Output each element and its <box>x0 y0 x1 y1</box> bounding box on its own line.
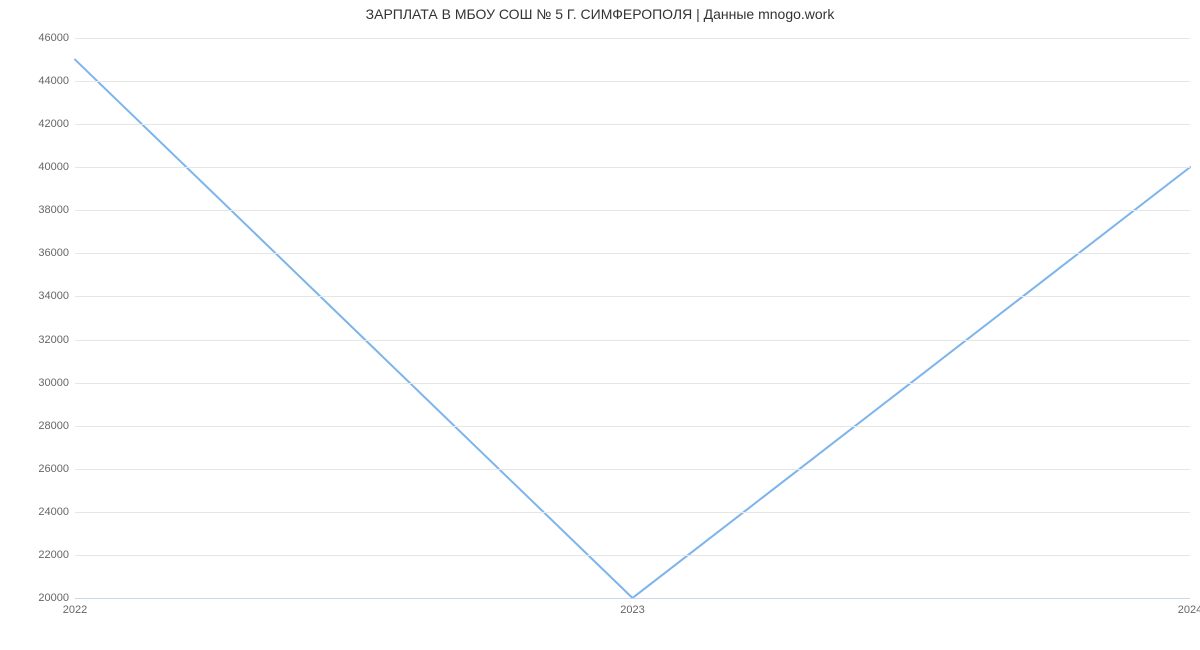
y-tick-label: 34000 <box>38 290 69 302</box>
plot-area: 2000022000240002600028000300003200034000… <box>75 38 1190 598</box>
y-gridline <box>75 512 1190 513</box>
x-tick-label: 2023 <box>620 604 644 616</box>
y-gridline <box>75 469 1190 470</box>
x-tick-label: 2024 <box>1178 604 1200 616</box>
y-gridline <box>75 555 1190 556</box>
y-tick-label: 30000 <box>38 377 69 389</box>
y-gridline <box>75 253 1190 254</box>
y-tick-label: 40000 <box>38 161 69 173</box>
y-tick-label: 42000 <box>38 118 69 130</box>
y-tick-label: 28000 <box>38 420 69 432</box>
y-gridline <box>75 340 1190 341</box>
y-tick-label: 26000 <box>38 463 69 475</box>
line-series-layer <box>75 38 1190 598</box>
y-gridline <box>75 383 1190 384</box>
salary-line-chart: ЗАРПЛАТА В МБОУ СОШ № 5 Г. СИМФЕРОПОЛЯ |… <box>0 0 1200 650</box>
chart-title: ЗАРПЛАТА В МБОУ СОШ № 5 Г. СИМФЕРОПОЛЯ |… <box>0 6 1200 22</box>
y-tick-label: 22000 <box>38 549 69 561</box>
y-gridline <box>75 167 1190 168</box>
y-tick-label: 32000 <box>38 334 69 346</box>
y-gridline <box>75 81 1190 82</box>
y-tick-label: 36000 <box>38 247 69 259</box>
y-gridline <box>75 426 1190 427</box>
y-gridline <box>75 296 1190 297</box>
y-tick-label: 20000 <box>38 592 69 604</box>
y-gridline <box>75 124 1190 125</box>
y-tick-label: 38000 <box>38 204 69 216</box>
line-series-salary <box>75 60 1190 598</box>
y-tick-label: 24000 <box>38 506 69 518</box>
x-axis-line <box>75 598 1190 599</box>
x-tick-label: 2022 <box>63 604 87 616</box>
y-gridline <box>75 210 1190 211</box>
y-tick-label: 46000 <box>38 32 69 44</box>
y-gridline <box>75 38 1190 39</box>
y-tick-label: 44000 <box>38 75 69 87</box>
